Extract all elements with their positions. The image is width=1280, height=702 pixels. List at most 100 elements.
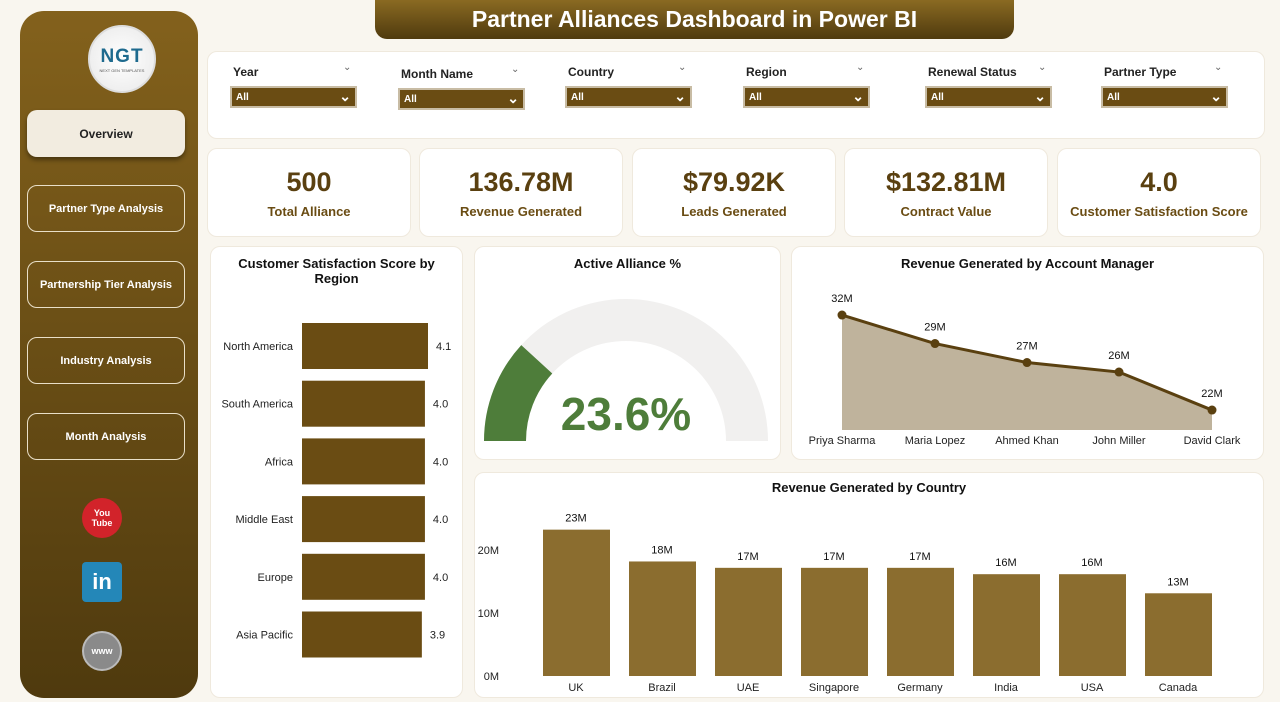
chevron-down-icon[interactable]: ⌄ <box>1214 62 1223 73</box>
country-bar-chart: 0M 10M 20M 23M UK 18M Brazil 17M UAE 17M Singapore… <box>478 513 1212 694</box>
nav-overview[interactable]: Overview <box>27 110 185 157</box>
x-axis-label: Singapore <box>809 682 859 694</box>
region-value-label: 4.0 <box>433 399 448 411</box>
data-label: 29M <box>924 322 945 334</box>
x-axis-label: USA <box>1081 682 1104 694</box>
kpi-label: Customer Satisfaction Score <box>1070 203 1248 219</box>
chevron-down-icon: ⌄ <box>1210 88 1222 104</box>
kpi-label: Total Alliance <box>267 203 351 219</box>
data-label: 13M <box>1167 576 1188 588</box>
data-label: 18M <box>651 544 672 556</box>
region-bar-chart: North America 4.1 South America 4.0 Africa 4.… <box>221 323 451 658</box>
region-label: North America <box>223 341 294 353</box>
filter-dropdown-partner-type[interactable]: All ⌄ <box>1101 86 1228 108</box>
kpi-value: 136.78M <box>468 166 574 197</box>
data-point <box>1114 367 1124 377</box>
filter-dropdown-region[interactable]: All ⌄ <box>743 86 870 108</box>
data-point <box>1022 358 1032 368</box>
filter-dropdown-year[interactable]: All ⌄ <box>230 86 357 108</box>
kpi-label: Revenue Generated <box>459 203 583 219</box>
account-manager-panel: Revenue Generated by Account Manager 32M… <box>791 246 1264 460</box>
page-title: Partner Alliances Dashboard in Power BI <box>375 0 1014 39</box>
kpi-value: $132.81M <box>885 166 1007 197</box>
gauge-panel: Active Alliance % 23.6% <box>474 246 781 460</box>
chart-title: Active Alliance % <box>573 256 682 271</box>
kpi-value: 500 <box>286 166 332 197</box>
chart-title: Revenue Generated by Account Manager <box>900 256 1155 271</box>
country-bar <box>1145 593 1212 676</box>
nav-month-analysis[interactable]: Month Analysis <box>27 413 185 460</box>
youtube-icon[interactable]: You Tube <box>82 498 122 538</box>
filter-value: All <box>236 92 249 103</box>
linkedin-icon[interactable]: in <box>82 562 122 602</box>
data-label: 17M <box>737 551 758 563</box>
kpi-value: $79.92K <box>682 166 786 197</box>
chevron-down-icon[interactable]: ⌄ <box>511 64 520 75</box>
data-point <box>930 339 940 349</box>
active-alliance-gauge: 23.6% <box>484 299 768 441</box>
y-tick-label: 0M <box>484 671 499 683</box>
gauge-value: 23.6% <box>561 388 691 440</box>
chevron-down-icon[interactable]: ⌄ <box>1038 62 1047 73</box>
region-label: Africa <box>265 456 294 468</box>
region-bar <box>302 323 428 369</box>
account-manager-area-chart: 32M Priya Sharma 29M Maria Lopez 27M Ahmed Kh… <box>809 293 1241 447</box>
chevron-down-icon: ⌄ <box>1034 88 1046 104</box>
chevron-down-icon[interactable]: ⌄ <box>678 62 687 73</box>
region-bar <box>302 553 425 600</box>
x-axis-label: John Miller <box>1092 435 1146 447</box>
gauge-fill <box>484 345 553 441</box>
region-bar <box>302 438 425 485</box>
chevron-down-icon: ⌄ <box>507 90 519 106</box>
region-label: Asia Pacific <box>236 630 293 642</box>
data-point <box>1207 405 1217 415</box>
region-label: South America <box>221 399 293 411</box>
filter-dropdown-month-name[interactable]: All ⌄ <box>398 88 525 110</box>
kpi-value: 4.0 <box>1140 166 1178 197</box>
data-label: 27M <box>1016 341 1037 353</box>
filter-label-month-name: Month Name <box>401 67 473 81</box>
country-bar <box>887 567 954 676</box>
filter-label-country: Country <box>568 65 614 79</box>
filter-value: All <box>1107 92 1120 103</box>
country-bar <box>715 567 782 676</box>
region-bar <box>302 611 422 658</box>
chevron-down-icon: ⌄ <box>339 88 351 104</box>
region-bar <box>302 496 425 543</box>
globe-icon[interactable]: www <box>82 631 122 671</box>
data-label: 17M <box>823 551 844 563</box>
filter-label-region: Region <box>746 65 787 79</box>
x-axis-label: Ahmed Khan <box>995 435 1059 447</box>
chevron-down-icon[interactable]: ⌄ <box>856 62 865 73</box>
region-bar <box>302 380 425 427</box>
x-axis-label: UAE <box>737 682 760 694</box>
filter-label-partner-type: Partner Type <box>1104 65 1177 79</box>
region-value-label: 4.1 <box>436 341 451 353</box>
kpi-card: $132.81M Contract Value <box>844 148 1048 237</box>
region-chart-panel: Customer Satisfaction Score by Region No… <box>210 246 463 698</box>
x-axis-label: Canada <box>1159 682 1198 694</box>
chevron-down-icon[interactable]: ⌄ <box>343 62 352 73</box>
sidebar: NGT NEXT GEN TEMPLATES Overview Partner T… <box>20 11 198 698</box>
filter-value: All <box>931 92 944 103</box>
region-value-label: 4.0 <box>433 456 448 468</box>
x-axis-label: Maria Lopez <box>905 435 966 447</box>
nav-industry-analysis[interactable]: Industry Analysis <box>27 337 185 384</box>
filter-value: All <box>404 94 417 105</box>
kpi-card: $79.92K Leads Generated <box>632 148 836 237</box>
region-value-label: 4.0 <box>433 514 448 526</box>
data-label: 22M <box>1201 388 1222 400</box>
chevron-down-icon: ⌄ <box>852 88 864 104</box>
nav-partner-type-analysis[interactable]: Partner Type Analysis <box>27 185 185 232</box>
kpi-card: 4.0 Customer Satisfaction Score <box>1057 148 1261 237</box>
nav-partnership-tier-analysis[interactable]: Partnership Tier Analysis <box>27 261 185 308</box>
chevron-down-icon: ⌄ <box>674 88 686 104</box>
data-label: 17M <box>909 551 930 563</box>
filter-dropdown-renewal-status[interactable]: All ⌄ <box>925 86 1052 108</box>
filter-dropdown-country[interactable]: All ⌄ <box>565 86 692 108</box>
x-axis-label: Germany <box>897 682 943 694</box>
chart-title: Customer Satisfaction Score by Region <box>238 256 435 286</box>
kpi-card: 500 Total Alliance <box>207 148 411 237</box>
data-label: 23M <box>565 513 586 525</box>
gauge-track <box>484 299 768 441</box>
